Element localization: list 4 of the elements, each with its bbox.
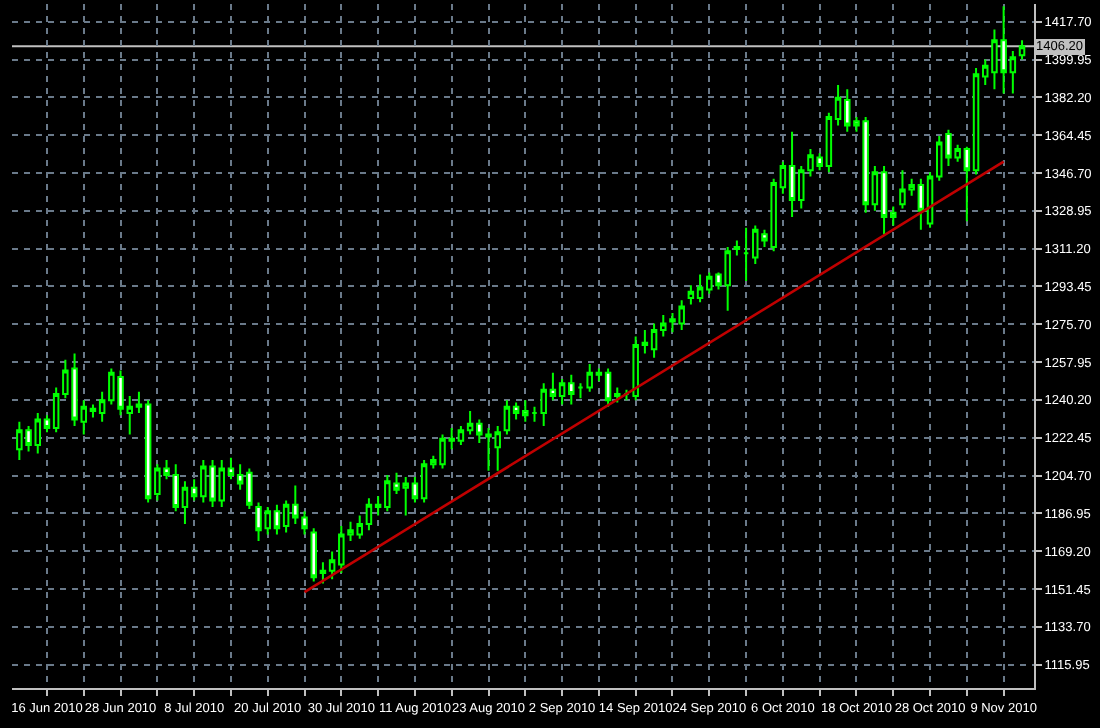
candlestick: [733, 239, 741, 257]
candlestick: [742, 226, 750, 282]
candlestick: [1018, 39, 1026, 61]
candlestick: [503, 399, 511, 436]
